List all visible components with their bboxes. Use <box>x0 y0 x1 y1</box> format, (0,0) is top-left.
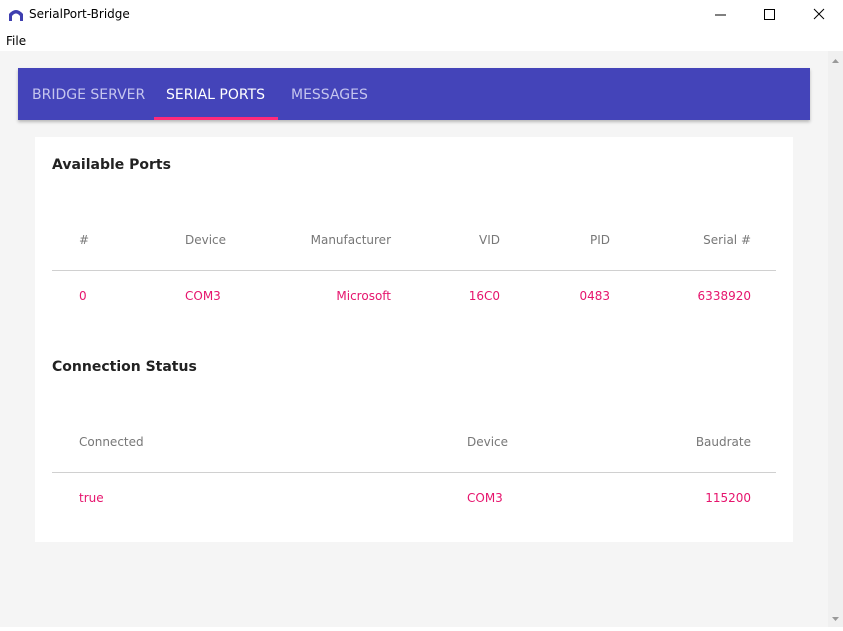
tab-indicator <box>154 117 278 120</box>
table-cell: true <box>79 491 104 505</box>
scroll-arrows[interactable] <box>828 51 843 627</box>
section-title: Available Ports <box>52 157 171 173</box>
column-header: Baudrate <box>695 435 751 449</box>
card <box>35 137 793 542</box>
column-header: # <box>79 233 90 247</box>
table-cell: 115200 <box>705 491 751 505</box>
column-header: Device <box>185 233 227 247</box>
table-cell: 0 <box>79 289 87 303</box>
column-header: PID <box>589 233 610 247</box>
table-cell: 16C0 <box>468 289 500 303</box>
window-title: SerialPort-Bridge <box>29 7 130 21</box>
table-cell: COM3 <box>467 491 503 505</box>
scrollbar[interactable] <box>828 51 843 627</box>
table-cell: COM3 <box>185 289 221 303</box>
column-header: Device <box>467 435 509 449</box>
window-controls[interactable] <box>700 0 843 30</box>
section-title: Connection Status <box>52 359 197 375</box>
title-bar <box>0 0 843 30</box>
column-header: Serial # <box>703 233 751 247</box>
divider <box>52 472 776 473</box>
tab[interactable]: BRIDGE SERVER <box>32 87 146 103</box>
tab[interactable]: SERIAL PORTS <box>166 87 266 103</box>
column-header: Connected <box>79 435 144 449</box>
table-cell: 0483 <box>579 289 610 303</box>
tab[interactable]: MESSAGES <box>291 87 368 103</box>
menu-bar <box>0 30 843 51</box>
divider <box>52 270 776 271</box>
table-cell: Microsoft <box>336 289 391 303</box>
app-icon <box>9 10 23 21</box>
column-header: VID <box>479 233 500 247</box>
table-cell: 6338920 <box>697 289 751 303</box>
tab-bar <box>18 68 810 120</box>
column-header: Manufacturer <box>310 233 391 247</box>
menu-item[interactable]: File <box>6 34 27 48</box>
